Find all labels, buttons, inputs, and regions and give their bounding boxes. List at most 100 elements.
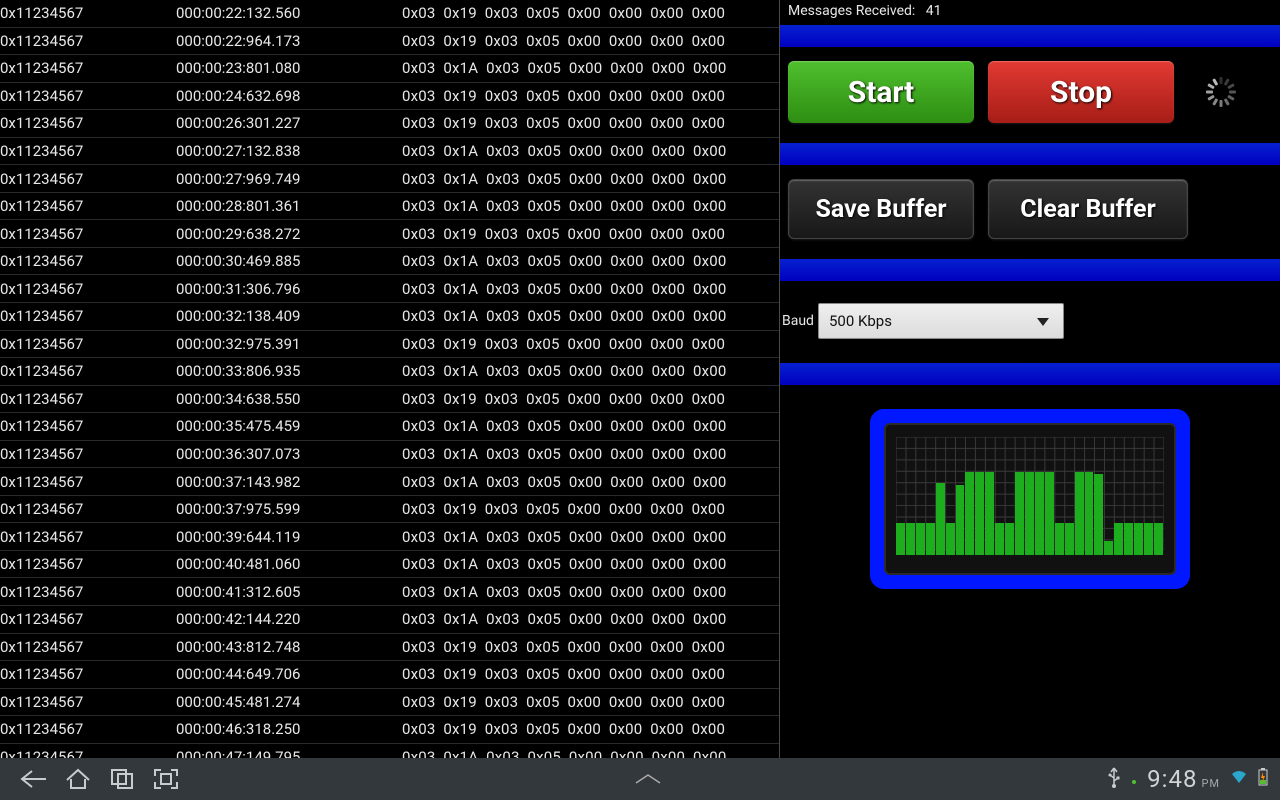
log-row[interactable]: 0x11234567000:00:40:481.0600x03 0x1A 0x0… bbox=[0, 551, 779, 579]
viz-bar bbox=[1124, 523, 1133, 556]
divider bbox=[780, 363, 1280, 385]
log-timestamp: 000:00:41:312.605 bbox=[176, 583, 402, 601]
log-id: 0x11234567 bbox=[0, 32, 176, 50]
log-timestamp: 000:00:26:301.227 bbox=[176, 114, 402, 132]
log-id: 0x11234567 bbox=[0, 610, 176, 628]
battery-icon bbox=[1258, 768, 1268, 790]
log-timestamp: 000:00:46:318.250 bbox=[176, 720, 402, 738]
log-row[interactable]: 0x11234567000:00:41:312.6050x03 0x1A 0x0… bbox=[0, 578, 779, 606]
viz-bar bbox=[1015, 472, 1024, 556]
log-bytes: 0x03 0x19 0x03 0x05 0x00 0x00 0x00 0x00 bbox=[402, 390, 779, 408]
divider bbox=[780, 25, 1280, 47]
log-row[interactable]: 0x11234567000:00:29:638.2720x03 0x19 0x0… bbox=[0, 220, 779, 248]
log-row[interactable]: 0x11234567000:00:28:801.3610x03 0x1A 0x0… bbox=[0, 193, 779, 221]
log-timestamp: 000:00:22:132.560 bbox=[176, 4, 402, 22]
messages-received-label: Messages Received: bbox=[788, 3, 915, 19]
log-bytes: 0x03 0x19 0x03 0x05 0x00 0x00 0x00 0x00 bbox=[402, 114, 779, 132]
log-id: 0x11234567 bbox=[0, 638, 176, 656]
log-timestamp: 000:00:35:475.459 bbox=[176, 417, 402, 435]
back-button[interactable] bbox=[12, 758, 56, 800]
log-row[interactable]: 0x11234567000:00:43:812.7480x03 0x19 0x0… bbox=[0, 634, 779, 662]
log-bytes: 0x03 0x1A 0x03 0x05 0x00 0x00 0x00 0x00 bbox=[402, 555, 779, 573]
log-id: 0x11234567 bbox=[0, 528, 176, 546]
log-id: 0x11234567 bbox=[0, 142, 176, 160]
viz-bar bbox=[1035, 472, 1044, 556]
log-timestamp: 000:00:37:143.982 bbox=[176, 473, 402, 491]
log-row[interactable]: 0x11234567000:00:22:964.1730x03 0x19 0x0… bbox=[0, 28, 779, 56]
viz-bar bbox=[906, 523, 915, 556]
status-clock[interactable]: 9:48 PM bbox=[1147, 765, 1220, 793]
log-id: 0x11234567 bbox=[0, 87, 176, 105]
log-id: 0x11234567 bbox=[0, 583, 176, 601]
log-timestamp: 000:00:30:469.885 bbox=[176, 252, 402, 270]
log-row[interactable]: 0x11234567000:00:31:306.7960x03 0x1A 0x0… bbox=[0, 275, 779, 303]
baud-value: 500 Kbps bbox=[829, 312, 892, 330]
log-id: 0x11234567 bbox=[0, 390, 176, 408]
log-row[interactable]: 0x11234567000:00:26:301.2270x03 0x19 0x0… bbox=[0, 110, 779, 138]
log-bytes: 0x03 0x1A 0x03 0x05 0x00 0x00 0x00 0x00 bbox=[402, 280, 779, 298]
log-timestamp: 000:00:39:644.119 bbox=[176, 528, 402, 546]
log-id: 0x11234567 bbox=[0, 500, 176, 518]
log-id: 0x11234567 bbox=[0, 280, 176, 298]
log-timestamp: 000:00:34:638.550 bbox=[176, 390, 402, 408]
log-row[interactable]: 0x11234567000:00:32:975.3910x03 0x19 0x0… bbox=[0, 331, 779, 359]
viz-bar bbox=[916, 523, 925, 556]
viz-bar bbox=[975, 472, 984, 556]
viz-bar bbox=[985, 472, 994, 556]
log-row[interactable]: 0x11234567000:00:32:138.4090x03 0x1A 0x0… bbox=[0, 303, 779, 331]
log-timestamp: 000:00:32:138.409 bbox=[176, 307, 402, 325]
log-row[interactable]: 0x11234567000:00:46:318.2500x03 0x19 0x0… bbox=[0, 716, 779, 744]
log-row[interactable]: 0x11234567000:00:36:307.0730x03 0x1A 0x0… bbox=[0, 441, 779, 469]
log-row[interactable]: 0x11234567000:00:27:132.8380x03 0x1A 0x0… bbox=[0, 138, 779, 166]
viz-bar bbox=[1025, 472, 1034, 556]
activity-viz bbox=[870, 409, 1190, 589]
save-buffer-button[interactable]: Save Buffer bbox=[788, 179, 974, 239]
home-button[interactable] bbox=[56, 758, 100, 800]
android-navbar: 9:48 PM bbox=[0, 758, 1280, 800]
screenshot-button[interactable] bbox=[144, 758, 188, 800]
log-id: 0x11234567 bbox=[0, 445, 176, 463]
log-bytes: 0x03 0x1A 0x03 0x05 0x00 0x00 0x00 0x00 bbox=[402, 362, 779, 380]
log-id: 0x11234567 bbox=[0, 114, 176, 132]
viz-bar bbox=[1045, 472, 1054, 556]
log-row[interactable]: 0x11234567000:00:37:975.5990x03 0x19 0x0… bbox=[0, 496, 779, 524]
log-id: 0x11234567 bbox=[0, 252, 176, 270]
log-row[interactable]: 0x11234567000:00:39:644.1190x03 0x1A 0x0… bbox=[0, 523, 779, 551]
log-row[interactable]: 0x11234567000:00:37:143.9820x03 0x1A 0x0… bbox=[0, 468, 779, 496]
log-bytes: 0x03 0x19 0x03 0x05 0x00 0x00 0x00 0x00 bbox=[402, 693, 779, 711]
messages-received: Messages Received: 41 bbox=[780, 0, 1280, 19]
viz-bar bbox=[1085, 472, 1094, 556]
log-bytes: 0x03 0x1A 0x03 0x05 0x00 0x00 0x00 0x00 bbox=[402, 252, 779, 270]
message-log[interactable]: 0x11234567000:00:22:132.5600x03 0x19 0x0… bbox=[0, 0, 780, 758]
log-bytes: 0x03 0x19 0x03 0x05 0x00 0x00 0x00 0x00 bbox=[402, 720, 779, 738]
log-row[interactable]: 0x11234567000:00:45:481.2740x03 0x19 0x0… bbox=[0, 689, 779, 717]
log-row[interactable]: 0x11234567000:00:44:649.7060x03 0x19 0x0… bbox=[0, 661, 779, 689]
log-row[interactable]: 0x11234567000:00:27:969.7490x03 0x1A 0x0… bbox=[0, 165, 779, 193]
log-row[interactable]: 0x11234567000:00:30:469.8850x03 0x1A 0x0… bbox=[0, 248, 779, 276]
clear-buffer-button[interactable]: Clear Buffer bbox=[988, 179, 1188, 239]
log-id: 0x11234567 bbox=[0, 59, 176, 77]
log-row[interactable]: 0x11234567000:00:23:801.0800x03 0x1A 0x0… bbox=[0, 55, 779, 83]
log-bytes: 0x03 0x1A 0x03 0x05 0x00 0x00 0x00 0x00 bbox=[402, 473, 779, 491]
log-id: 0x11234567 bbox=[0, 362, 176, 380]
progress-spinner bbox=[1206, 77, 1236, 107]
log-row[interactable]: 0x11234567000:00:33:806.9350x03 0x1A 0x0… bbox=[0, 358, 779, 386]
viz-bar bbox=[995, 523, 1004, 556]
expand-handle[interactable] bbox=[188, 773, 1107, 785]
start-button[interactable]: Start bbox=[788, 61, 974, 123]
log-row[interactable]: 0x11234567000:00:22:132.5600x03 0x19 0x0… bbox=[0, 0, 779, 28]
log-bytes: 0x03 0x1A 0x03 0x05 0x00 0x00 0x00 0x00 bbox=[402, 417, 779, 435]
log-timestamp: 000:00:31:306.796 bbox=[176, 280, 402, 298]
messages-received-count: 41 bbox=[926, 3, 942, 19]
log-timestamp: 000:00:33:806.935 bbox=[176, 362, 402, 380]
log-row[interactable]: 0x11234567000:00:24:632.6980x03 0x19 0x0… bbox=[0, 83, 779, 111]
log-row[interactable]: 0x11234567000:00:34:638.5500x03 0x19 0x0… bbox=[0, 386, 779, 414]
baud-select[interactable]: 500 Kbps bbox=[818, 303, 1064, 339]
log-row[interactable]: 0x11234567000:00:42:144.2200x03 0x1A 0x0… bbox=[0, 606, 779, 634]
viz-bar bbox=[946, 523, 955, 556]
stop-button[interactable]: Stop bbox=[988, 61, 1174, 123]
log-timestamp: 000:00:36:307.073 bbox=[176, 445, 402, 463]
clock-time: 9:48 bbox=[1147, 765, 1197, 793]
recents-button[interactable] bbox=[100, 758, 144, 800]
log-row[interactable]: 0x11234567000:00:35:475.4590x03 0x1A 0x0… bbox=[0, 413, 779, 441]
